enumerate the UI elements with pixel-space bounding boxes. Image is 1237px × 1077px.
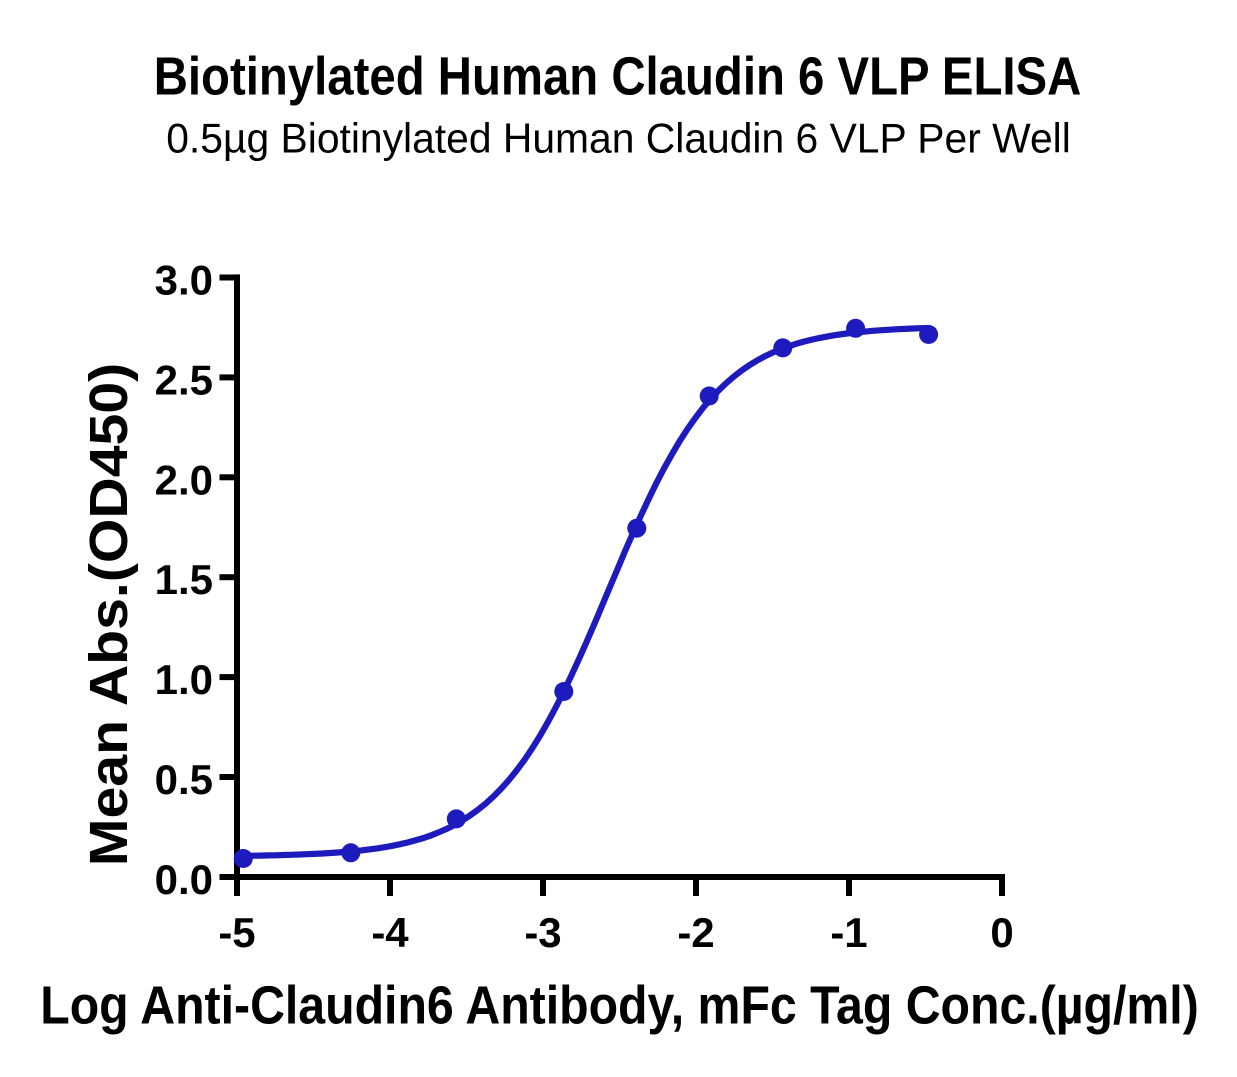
svg-text:Mean Abs.(OD450): Mean Abs.(OD450) (78, 363, 138, 866)
svg-text:3.0: 3.0 (155, 257, 213, 304)
svg-text:1.5: 1.5 (155, 556, 213, 603)
svg-text:-1: -1 (830, 909, 867, 956)
svg-text:-2: -2 (677, 909, 714, 956)
svg-text:0.5: 0.5 (155, 756, 213, 803)
svg-text:0.0: 0.0 (155, 856, 213, 903)
svg-text:Log Anti-Claudin6 Antibody, mF: Log Anti-Claudin6 Antibody, mFc Tag Conc… (40, 975, 1199, 1035)
svg-text:Biotinylated Human Claudin 6 V: Biotinylated Human Claudin 6 VLP ELISA (154, 46, 1082, 107)
svg-text:0.5µg Biotinylated Human Claud: 0.5µg Biotinylated Human Claudin 6 VLP P… (166, 115, 1071, 162)
svg-text:-3: -3 (524, 909, 561, 956)
svg-text:0: 0 (990, 909, 1013, 956)
svg-text:2.5: 2.5 (155, 356, 213, 403)
svg-text:1.0: 1.0 (155, 656, 213, 703)
svg-text:2.0: 2.0 (155, 456, 213, 503)
svg-text:-5: -5 (218, 909, 255, 956)
svg-text:-4: -4 (371, 909, 409, 956)
